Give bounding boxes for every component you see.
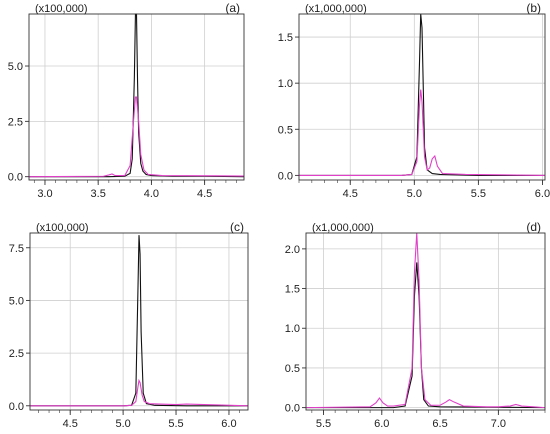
panel-b-series-2: [299, 89, 545, 176]
panel-b-y-tick-label: 0.5: [278, 124, 293, 136]
panel-d-series-2: [306, 232, 545, 409]
panel-a-frame: [28, 13, 245, 181]
panel-b-x-tick-label: 4.5: [343, 188, 358, 200]
panel-b-series-1: [299, 13, 545, 176]
panel-c-y-tick-label: 0.0: [9, 401, 24, 413]
panel-b-panel-label: (b): [526, 1, 541, 15]
panel-c-frame: [29, 232, 249, 411]
panel-c-panel-label: (c): [230, 220, 244, 234]
panel-c-x-tick-label: 5.5: [168, 418, 183, 430]
panel-b-x-tick-label: 5.0: [407, 188, 422, 200]
panel-c-series-2: [30, 378, 248, 407]
panel-c-x-tick-label: 5.0: [115, 418, 130, 430]
panel-b: 4.5 5.0 5.5 6.0 0.0 0.5 1.0 1.5 (x1,000,000) (b): [278, 1, 550, 200]
panel-d-y-tick-label: 2.0: [285, 244, 300, 256]
panel-b-frame: [298, 13, 546, 181]
panel-d-y-tick-label: 0.0: [285, 403, 300, 415]
panel-b-y-tick-label: 1.5: [278, 32, 293, 44]
panel-d-y-tick-label: 1.0: [285, 323, 300, 335]
panel-a: 3.0 3.5 4.0 4.5 0.0 2.5 5.0 (x100,000) (a): [8, 1, 245, 200]
panel-c-x-tick-label: 6.0: [221, 418, 236, 430]
panel-a-y-tick-label: 5.0: [8, 61, 23, 73]
panel-c-y-tick-label: 2.5: [9, 348, 24, 360]
panel-d-x-tick-label: 6.0: [374, 418, 389, 430]
panel-a-series-2: [29, 96, 244, 178]
panel-b-x-tick-label: 6.0: [535, 188, 550, 200]
panel-d-y-tick-label: 0.5: [285, 363, 300, 375]
panel-d-y-tick-label: 1.5: [285, 284, 300, 296]
panel-d: 5.5 6.0 6.5 7.0 0.0 0.5 1.0 1.5 2.0 (x1,000,000) (…: [285, 220, 546, 430]
panel-a-scale-label: (x100,000): [35, 3, 88, 15]
panel-c-y-tick-label: 7.5: [9, 243, 24, 255]
panel-a-y-tick-label: 0.0: [8, 172, 23, 184]
panel-b-y-tick-label: 0.0: [278, 170, 293, 182]
panel-b-x-tick-label: 5.5: [471, 188, 486, 200]
panel-d-series-1: [306, 262, 545, 409]
panel-a-x-tick-label: 3.5: [91, 188, 106, 200]
panel-a-x-tick-label: 3.0: [37, 188, 52, 200]
panel-a-panel-label: (a): [225, 1, 240, 15]
panel-c-y-tick-label: 5.0: [9, 295, 24, 307]
panel-b-y-tick-label: 1.0: [278, 78, 293, 90]
panel-a-series-1: [29, 13, 244, 178]
panel-a-x-tick-label: 4.0: [144, 188, 159, 200]
panel-c-scale-label: (x100,000): [36, 222, 89, 234]
panel-d-frame: [305, 232, 546, 411]
panel-a-x-tick-label: 4.5: [197, 188, 212, 200]
panel-d-scale-label: (x1,000,000): [312, 222, 374, 234]
panel-c: 4.5 5.0 5.5 6.0 0.0 2.5 5.0 7.5 (x100,000) (c): [9, 220, 249, 430]
panel-d-x-tick-label: 5.5: [316, 418, 331, 430]
panel-a-y-tick-label: 2.5: [8, 116, 23, 128]
panel-d-x-tick-label: 6.5: [432, 418, 447, 430]
panel-b-scale-label: (x1,000,000): [305, 3, 367, 15]
panel-c-x-tick-label: 4.5: [63, 418, 78, 430]
panel-d-panel-label: (d): [526, 220, 541, 234]
panel-d-x-tick-label: 7.0: [491, 418, 506, 430]
